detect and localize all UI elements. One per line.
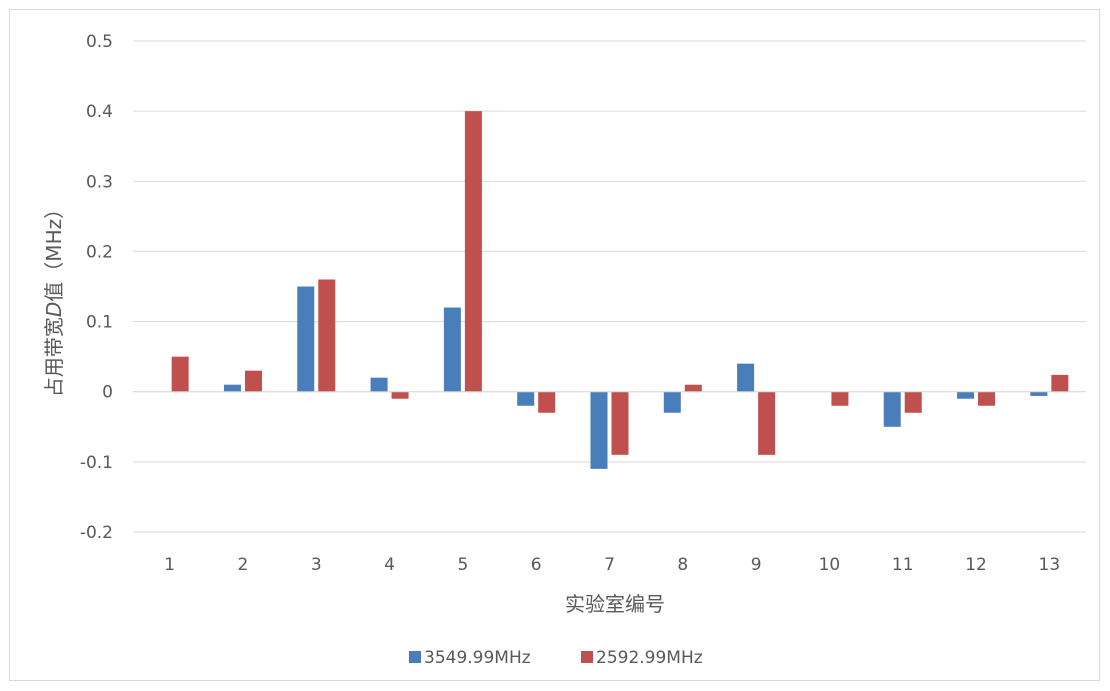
y-axis-title-part-1: 占用带宽 — [42, 317, 66, 397]
y-tick-label: 0.5 — [86, 32, 113, 52]
legend-label-1: 3549.99MHz — [424, 648, 531, 668]
bar-series2-cat-3 — [318, 279, 336, 392]
x-tick-label: 9 — [751, 555, 762, 575]
y-tick-label: 0.3 — [86, 172, 113, 192]
bar-series1-cat-6 — [517, 391, 535, 406]
x-tick-label: 10 — [819, 555, 841, 575]
x-tick-label: 2 — [238, 555, 249, 575]
bar-series2-cat-10 — [831, 391, 849, 406]
y-tick-label: -0.2 — [80, 523, 113, 543]
y-axis-title-part-2: D — [42, 302, 66, 317]
bar-series2-cat-13 — [1051, 374, 1069, 392]
x-tick-label: 12 — [965, 555, 987, 575]
x-axis-ticks: 1 2 3 4 5 6 7 8 9 10 11 12 13 — [164, 555, 1060, 575]
y-tick-label: 0.1 — [86, 313, 113, 333]
bar-series2-cat-4 — [391, 391, 409, 399]
bar-series1-cat-9 — [737, 363, 755, 392]
bar-series1-cat-4 — [370, 377, 388, 392]
y-axis-title: 占用带宽D值（MHz） — [42, 199, 66, 397]
chart-frame — [9, 9, 1100, 681]
legend-swatch-1 — [409, 651, 421, 663]
bar-series2-cat-7 — [611, 391, 629, 455]
bar-series1-cat-11 — [883, 391, 901, 427]
bar-series1-cat-2 — [223, 384, 241, 392]
bar-series2-cat-2 — [244, 370, 262, 392]
bar-series2-cat-5 — [464, 111, 482, 392]
y-axis-title-part-3: 值（MHz） — [42, 199, 66, 302]
y-tick-label: 0.4 — [86, 102, 113, 122]
x-axis-title: 实验室编号 — [565, 592, 665, 616]
bar-series1-cat-5 — [443, 307, 461, 392]
y-tick-label: 0.2 — [86, 242, 113, 262]
legend-swatch-2 — [581, 651, 593, 663]
gridlines — [133, 40, 1086, 533]
bar-series2-cat-1 — [171, 356, 189, 392]
x-tick-label: 11 — [892, 555, 914, 575]
bars — [133, 111, 1086, 469]
bar-series1-cat-8 — [663, 391, 681, 413]
x-tick-label: 5 — [457, 555, 468, 575]
y-tick-label: -0.1 — [80, 453, 113, 473]
bar-series2-cat-6 — [538, 391, 556, 413]
bar-series1-cat-3 — [297, 286, 315, 392]
y-axis-ticks: -0.2 -0.1 0 0.1 0.2 0.3 0.4 0.5 — [80, 32, 113, 543]
x-tick-label: 7 — [604, 555, 615, 575]
bar-series1-cat-7 — [590, 391, 608, 469]
bar-series2-cat-12 — [978, 391, 996, 406]
x-tick-label: 6 — [531, 555, 542, 575]
bar-series2-cat-8 — [684, 384, 702, 392]
bar-series2-cat-11 — [904, 391, 922, 413]
x-tick-label: 13 — [1039, 555, 1061, 575]
x-tick-label: 4 — [384, 555, 395, 575]
legend: 3549.99MHz 2592.99MHz — [409, 648, 703, 668]
bar-series2-cat-9 — [758, 391, 776, 455]
x-tick-label: 8 — [677, 555, 688, 575]
legend-label-2: 2592.99MHz — [596, 648, 703, 668]
x-tick-label: 1 — [164, 555, 175, 575]
bar-series1-cat-12 — [957, 391, 975, 399]
y-tick-label: 0 — [102, 383, 113, 403]
bar-series1-cat-13 — [1030, 391, 1048, 396]
x-tick-label: 3 — [311, 555, 322, 575]
